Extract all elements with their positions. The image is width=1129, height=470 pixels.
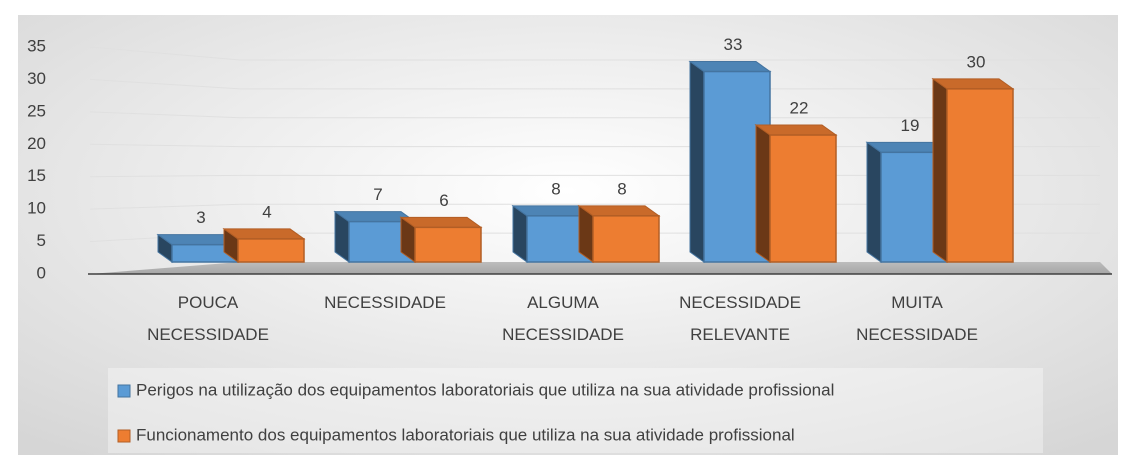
bar xyxy=(592,215,660,263)
bar-top xyxy=(577,205,661,217)
x-tick-label-line: POUCA xyxy=(178,293,239,312)
x-tick-label-line: NECESSIDADE xyxy=(147,325,269,344)
y-tick-label: 20 xyxy=(27,134,46,153)
x-tick-label: MUITA NECESSIDADE xyxy=(856,293,978,344)
legend-box xyxy=(108,368,1043,453)
data-label: 19 xyxy=(901,116,920,135)
y-tick-label: 0 xyxy=(37,263,46,282)
bar xyxy=(769,134,837,263)
x-tick-label-line: NECESSIDADE xyxy=(324,293,446,312)
bar-top xyxy=(222,228,306,240)
y-tick-label: 15 xyxy=(27,166,46,185)
y-tick-label: 5 xyxy=(37,231,46,250)
x-tick-label-line: NECESSIDADE xyxy=(502,325,624,344)
bar-top xyxy=(688,61,772,73)
grid-line xyxy=(89,111,1100,119)
legend-label: Funcionamento dos equipamentos laborator… xyxy=(136,425,795,444)
bar-side xyxy=(866,141,882,263)
x-tick-label-line: NECESSIDADE xyxy=(856,325,978,344)
y-tick-label: 35 xyxy=(27,36,46,55)
x-tick-label-line: MUITA xyxy=(891,293,943,312)
data-label: 8 xyxy=(617,179,626,198)
x-tick-label-line: RELEVANTE xyxy=(690,325,790,344)
bar xyxy=(946,88,1014,263)
data-label: 33 xyxy=(724,35,743,54)
x-tick-label: POUCA NECESSIDADE xyxy=(147,293,269,344)
legend-swatch xyxy=(117,384,131,398)
x-tick-label: NECESSIDADE xyxy=(324,293,446,312)
data-label: 6 xyxy=(439,191,448,210)
data-label: 4 xyxy=(262,202,271,221)
x-tick-label-line: ALGUMA xyxy=(527,293,599,312)
grid-line xyxy=(89,78,1100,90)
data-label: 7 xyxy=(373,185,382,204)
bar-top xyxy=(931,78,1015,90)
bar-top xyxy=(754,124,838,136)
bar-side xyxy=(689,60,705,263)
bar-side xyxy=(755,124,771,263)
x-tick-label: ALGUMA NECESSIDADE xyxy=(502,293,624,344)
y-tick-label: 30 xyxy=(27,69,46,88)
x-tick-label-line: NECESSIDADE xyxy=(679,293,801,312)
bar-top xyxy=(399,216,483,228)
bar xyxy=(237,238,305,263)
legend-swatch xyxy=(117,429,131,443)
grid-line xyxy=(89,46,1100,61)
data-label: 22 xyxy=(790,99,809,118)
legend-label: Perigos na utilização dos equipamentos l… xyxy=(136,380,834,399)
x-tick-label: NECESSIDADE RELEVANTE xyxy=(679,293,801,344)
data-label: 30 xyxy=(967,52,986,71)
y-tick-label: 10 xyxy=(27,199,46,218)
floor xyxy=(90,262,1112,274)
bar xyxy=(414,226,482,263)
y-tick-label: 25 xyxy=(27,101,46,120)
data-label: 3 xyxy=(196,208,205,227)
data-label: 8 xyxy=(551,179,560,198)
bar-side xyxy=(932,77,948,263)
